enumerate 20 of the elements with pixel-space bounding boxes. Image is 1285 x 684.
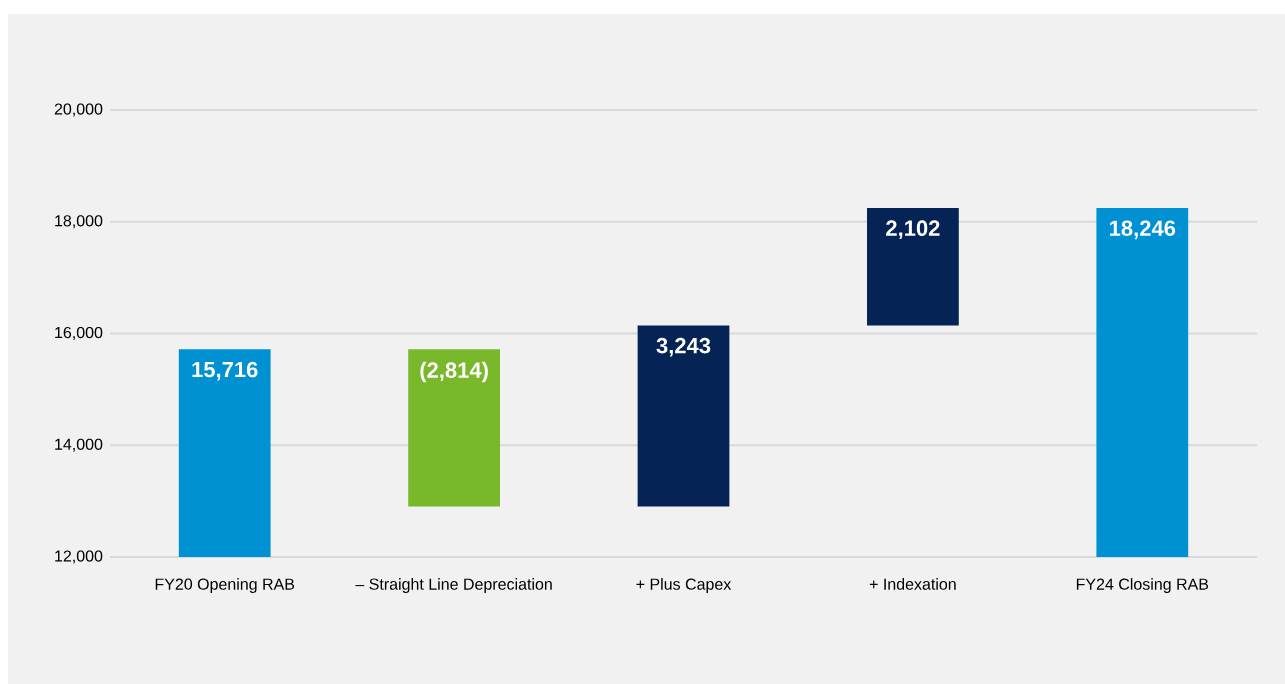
y-tick-label: 18,000 (55, 215, 103, 229)
data-label: (2,814) (420, 361, 488, 383)
x-tick-label: + Plus Capex (636, 578, 732, 593)
y-tick-label: 20,000 (54, 103, 103, 117)
bar (408, 349, 500, 507)
bar (867, 207, 959, 326)
data-label: 3,243 (656, 337, 711, 357)
bar (1096, 207, 1189, 557)
x-tick-label: FY20 Opening RAB (155, 578, 295, 593)
x-tick-label: – Straight Line Depreciation (355, 578, 552, 593)
data-label: 2,102 (886, 220, 940, 240)
x-tick-label: FY24 Closing RAB (1076, 578, 1209, 593)
y-tick-label: 14,000 (55, 438, 103, 452)
data-label: 18,246 (1110, 220, 1176, 240)
bar (637, 325, 730, 507)
x-tick-label: + Indexation (869, 578, 956, 590)
y-tick-label: 12,000 (55, 550, 103, 564)
y-tick-label: 16,000 (55, 326, 103, 341)
bar (178, 349, 271, 557)
data-label: 15,716 (192, 361, 258, 381)
